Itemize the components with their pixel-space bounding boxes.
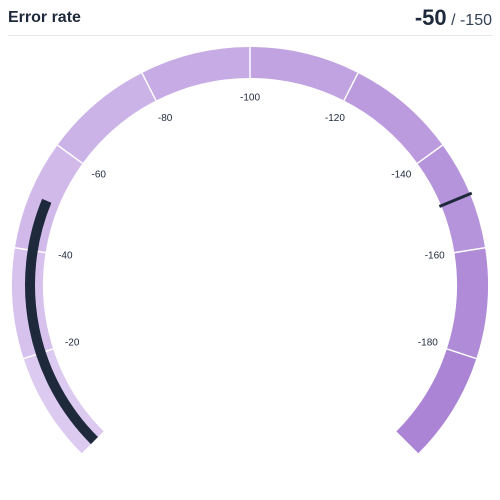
value-bar — [25, 198, 98, 445]
tick-label: -80 — [158, 113, 173, 124]
band — [14, 145, 83, 253]
target-marker — [438, 191, 473, 208]
tick-separator — [57, 144, 83, 164]
band — [57, 72, 157, 164]
tick-separator — [454, 247, 486, 254]
target-text: -150 — [459, 11, 492, 29]
tick-label: -180 — [418, 337, 438, 348]
band — [250, 47, 359, 101]
tick-label: -120 — [325, 113, 345, 124]
value-text: -50 — [414, 4, 447, 30]
header: Error rate -50 / -150 — [8, 0, 492, 36]
tick-label: -140 — [391, 170, 411, 181]
tick-separator — [343, 72, 359, 101]
separator: / — [451, 11, 460, 29]
tick-label: -160 — [425, 250, 445, 261]
value-group: -50 / -150 — [415, 5, 492, 31]
band — [417, 145, 486, 253]
tick-separator — [141, 72, 157, 101]
tick-separator — [446, 348, 477, 360]
band — [141, 47, 250, 101]
band — [396, 348, 477, 454]
tick-label: -60 — [91, 170, 106, 181]
band — [343, 72, 443, 164]
title: Error rate — [8, 8, 81, 26]
band — [446, 247, 489, 359]
tick-label: -20 — [65, 337, 80, 348]
tick-label: -100 — [240, 93, 260, 104]
tick-label: -40 — [58, 250, 73, 261]
tick-separator — [417, 144, 443, 164]
